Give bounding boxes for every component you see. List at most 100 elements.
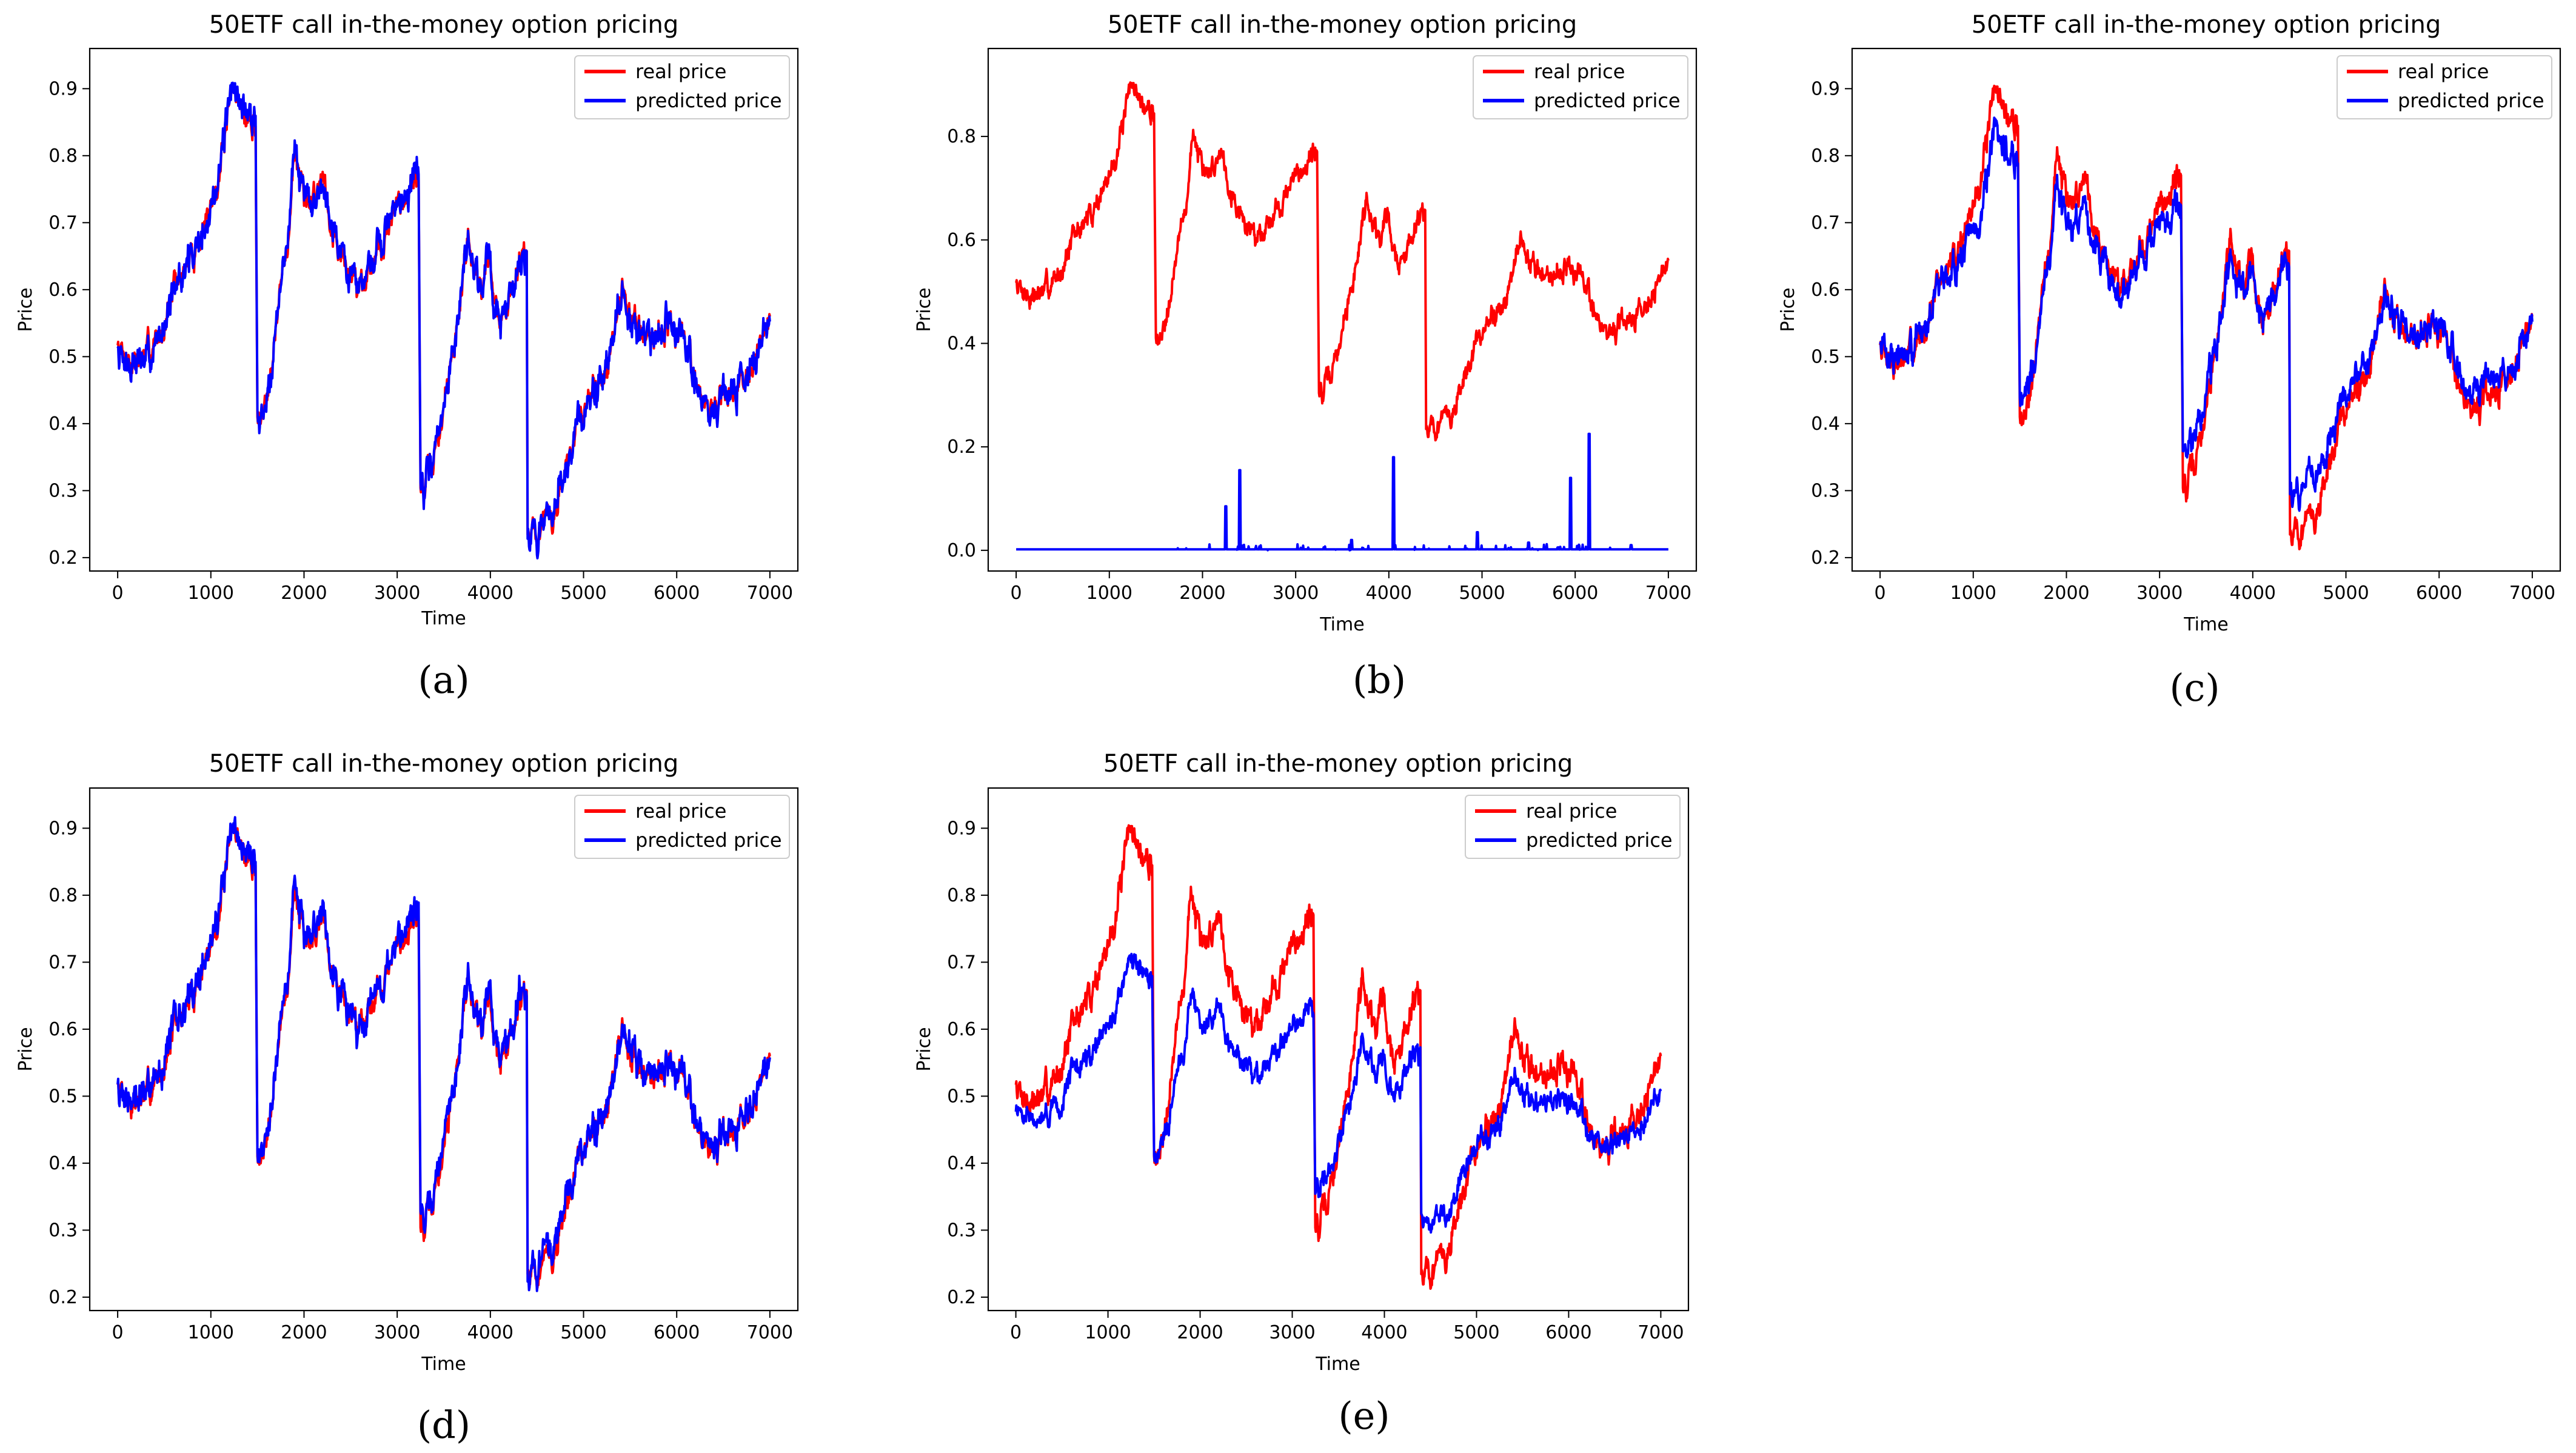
- plot-frame: [89, 787, 799, 1312]
- chart-title: 50ETF call in-the-money option pricing: [1103, 750, 1573, 778]
- chart-title: 50ETF call in-the-money option pricing: [1972, 11, 2441, 39]
- chart-panel-e: 50ETF call in-the-money option pricing T…: [914, 750, 1690, 1438]
- panel-caption: (b): [1353, 658, 1406, 702]
- x-tick-label: 2000: [1177, 1322, 1223, 1343]
- x-axis-label: Time: [1319, 614, 1364, 635]
- panel-caption: (e): [1338, 1394, 1390, 1438]
- x-tick-label: 3000: [1269, 1322, 1315, 1343]
- series-line-predicted-price: [1879, 116, 2534, 512]
- y-tick-label: 0.7: [1811, 212, 1840, 233]
- x-tick-label: 0: [112, 1322, 124, 1343]
- y-tick-label: 0.4: [49, 413, 78, 435]
- legend-real-price: real price: [635, 60, 726, 83]
- x-tick-label: 6000: [1545, 1322, 1591, 1343]
- legend-box: [2337, 55, 2552, 119]
- x-tick-label: 5000: [2323, 583, 2369, 604]
- series-line-predicted-price: [116, 81, 771, 559]
- y-tick-label: 0.2: [947, 436, 976, 458]
- x-tick-label: 0: [1011, 583, 1022, 604]
- series-line-real-price: [116, 84, 771, 550]
- legend-real-price: real price: [1534, 60, 1625, 83]
- y-axis-label: Price: [15, 287, 36, 332]
- plot-lines: [116, 81, 771, 559]
- y-tick-label: 0.4: [947, 1153, 976, 1174]
- panel-caption: (c): [2169, 666, 2220, 710]
- x-tick-label: 4000: [467, 583, 514, 604]
- plot-frame: [89, 47, 799, 572]
- x-tick-label: 3000: [1273, 583, 1319, 604]
- panel-caption: (a): [418, 658, 469, 702]
- legend-real-price: real price: [1526, 800, 1617, 823]
- x-axis-label: Time: [421, 608, 466, 629]
- x-tick-label: 1000: [1950, 583, 1996, 604]
- plot-frame: [987, 787, 1690, 1312]
- y-tick-label: 0.5: [947, 1086, 976, 1107]
- chart-panel-d: 50ETF call in-the-money option pricing T…: [15, 750, 799, 1447]
- x-tick-label: 1000: [188, 1322, 234, 1343]
- legend-predicted-price: predicted price: [1526, 829, 1673, 852]
- y-tick-label: 0.4: [947, 333, 976, 354]
- plot-lines: [1015, 81, 1670, 552]
- x-tick-label: 6000: [1552, 583, 1598, 604]
- x-tick-label: 3000: [374, 583, 420, 604]
- y-tick-label: 0.7: [947, 952, 976, 973]
- series-line-predicted-price: [116, 816, 771, 1292]
- y-tick-label: 0.5: [49, 1086, 78, 1107]
- y-tick-label: 0.9: [49, 818, 78, 839]
- plot-frame: [1851, 47, 2561, 572]
- y-tick-label: 0.9: [49, 78, 78, 99]
- x-tick-label: 1000: [1086, 583, 1132, 604]
- x-tick-label: 7000: [1645, 583, 1691, 604]
- x-tick-label: 5000: [1459, 583, 1505, 604]
- y-tick-label: 0.9: [947, 818, 976, 839]
- x-axis-label: Time: [1315, 1354, 1360, 1375]
- series-line-real-price: [1014, 824, 1662, 1290]
- y-tick-label: 0.3: [1811, 480, 1840, 501]
- y-axis-label: Price: [15, 1027, 36, 1071]
- chart-title: 50ETF call in-the-money option pricing: [1108, 11, 1577, 39]
- y-axis-label: Price: [914, 287, 935, 332]
- y-tick-label: 0.3: [49, 480, 78, 501]
- x-tick-label: 0: [112, 583, 124, 604]
- y-tick-label: 0.2: [947, 1287, 976, 1308]
- y-tick-label: 0.2: [49, 547, 78, 569]
- y-tick-label: 0.0: [947, 540, 976, 561]
- y-axis-label: Price: [1778, 287, 1799, 332]
- x-tick-label: 2000: [281, 583, 327, 604]
- x-tick-label: 4000: [2230, 583, 2276, 604]
- y-tick-label: 0.2: [1811, 547, 1840, 569]
- x-tick-label: 4000: [1366, 583, 1412, 604]
- x-tick-label: 6000: [2416, 583, 2462, 604]
- x-tick-label: 7000: [747, 583, 793, 604]
- legend-real-price: real price: [635, 800, 726, 823]
- x-tick-label: 5000: [1453, 1322, 1499, 1343]
- x-tick-label: 4000: [467, 1322, 514, 1343]
- legend-predicted-price: predicted price: [635, 829, 782, 852]
- legend-predicted-price: predicted price: [635, 89, 782, 112]
- x-tick-label: 2000: [1179, 583, 1225, 604]
- x-axis-label: Time: [2183, 614, 2228, 635]
- plot-lines: [1879, 84, 2534, 550]
- series-line-predicted-price: [1014, 952, 1662, 1234]
- y-tick-label: 0.4: [1811, 413, 1840, 435]
- y-tick-label: 0.8: [947, 126, 976, 147]
- series-line-real-price: [1015, 81, 1670, 442]
- y-tick-label: 0.2: [49, 1287, 78, 1308]
- legend-predicted-price: predicted price: [1534, 89, 1681, 112]
- y-tick-label: 0.4: [49, 1153, 78, 1174]
- x-tick-label: 1000: [1085, 1322, 1131, 1343]
- x-tick-label: 4000: [1361, 1322, 1407, 1343]
- plot-lines: [116, 816, 771, 1292]
- legend-box: [1465, 795, 1681, 859]
- chart-panel-a: 50ETF call in-the-money option pricing T…: [15, 11, 799, 702]
- chart-title: 50ETF call in-the-money option pricing: [209, 11, 679, 39]
- y-tick-label: 0.6: [49, 1019, 78, 1040]
- y-tick-label: 0.5: [1811, 346, 1840, 367]
- x-tick-label: 6000: [654, 1322, 700, 1343]
- plot-lines: [1014, 824, 1662, 1290]
- chart-title: 50ETF call in-the-money option pricing: [209, 750, 679, 778]
- y-tick-label: 0.3: [947, 1220, 976, 1241]
- x-tick-label: 7000: [2509, 583, 2555, 604]
- x-tick-label: 5000: [560, 1322, 606, 1343]
- legend-box: [574, 795, 790, 859]
